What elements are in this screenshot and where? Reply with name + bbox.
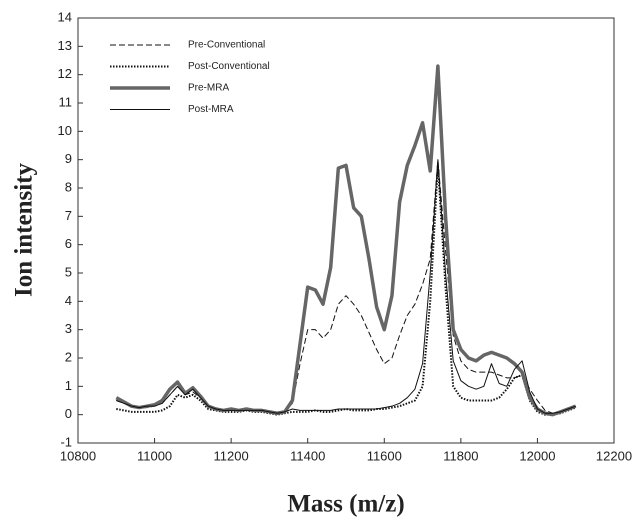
y-tick-label: 6 [65, 236, 72, 251]
legend-label: Post-Conventional [188, 61, 270, 72]
y-tick-label: 13 [58, 38, 72, 53]
y-tick-label: 10 [58, 123, 72, 138]
series-line [116, 164, 577, 416]
legend-label: Post-MRA [188, 104, 234, 115]
y-tick-label: 3 [65, 321, 72, 336]
y-tick-label: 1 [65, 378, 72, 393]
x-tick-label: 11800 [443, 448, 478, 463]
series-line [116, 159, 576, 414]
y-tick-label: 5 [65, 264, 72, 279]
y-tick-label: 4 [65, 293, 72, 308]
y-tick-label: 12 [58, 66, 72, 81]
y-tick-label: -1 [60, 434, 72, 449]
y-axis-label: Ion intensity [11, 162, 38, 297]
series-line [116, 159, 576, 414]
x-tick-label: 11400 [290, 448, 325, 463]
plot-frame [77, 17, 615, 444]
x-tick-label: 10800 [60, 448, 96, 463]
x-tick-label: 12200 [596, 448, 632, 463]
legend-label: Pre-Conventional [188, 40, 265, 51]
legend-label: Pre-MRA [188, 83, 229, 94]
x-tick-label: 12000 [519, 448, 555, 463]
x-tick-label: 11600 [367, 448, 402, 463]
y-tick-label: 0 [65, 406, 72, 421]
y-tick-label: 11 [59, 94, 73, 109]
x-axis-label: Mass (m/z) [287, 491, 404, 518]
series-line [115, 64, 577, 417]
y-tick-label: 8 [65, 179, 72, 194]
y-tick-label: 9 [65, 151, 72, 166]
y-tick-label: 14 [58, 9, 72, 24]
y-tick-label: 2 [65, 349, 72, 364]
x-tick-label: 11200 [214, 448, 249, 463]
x-tick-label: 11000 [137, 448, 172, 463]
y-tick-label: 7 [65, 208, 72, 223]
